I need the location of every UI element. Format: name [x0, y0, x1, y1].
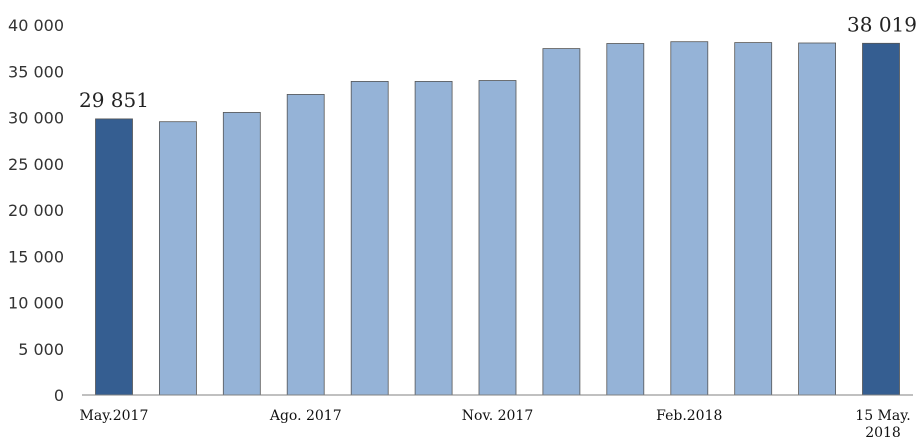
y-tick-label: 15 000 [8, 247, 64, 266]
x-tick-label: 15 May. [855, 408, 910, 424]
y-tick-label: 20 000 [8, 201, 64, 220]
data-label: 29 851 [79, 88, 149, 112]
bar [222, 112, 261, 396]
x-tick-label: Ago. 2017 [269, 408, 342, 424]
data-label: 38 019 [847, 12, 917, 36]
x-tick-label: 2018 [865, 425, 901, 439]
y-tick-label: 5 000 [18, 340, 64, 359]
bar [350, 81, 389, 396]
y-tick-label: 30 000 [8, 109, 64, 128]
bar [606, 43, 645, 396]
y-tick-label: 0 [54, 386, 64, 405]
bar [734, 42, 773, 396]
bar-highlighted [95, 118, 133, 396]
x-tick-label: Nov. 2017 [462, 408, 533, 424]
data-labels: 29 851 38 019 [79, 12, 917, 112]
bar [798, 42, 836, 396]
bar [286, 94, 325, 396]
bar-highlighted [862, 42, 900, 396]
bar [478, 80, 517, 396]
y-tick-label: 35 000 [8, 62, 64, 81]
y-tick-label: 25 000 [8, 155, 64, 174]
y-tick-label: 40 000 [8, 16, 64, 35]
bars [95, 41, 900, 396]
bar [670, 41, 709, 396]
bar [542, 48, 581, 396]
y-axis-tick-labels: 0 5 000 10 000 15 000 20 000 25 000 30 000 35 0… [8, 16, 64, 405]
bar [158, 121, 197, 396]
bar [414, 81, 453, 396]
x-axis-tick-labels: May.2017 Ago. 2017 Nov. 2017 Feb.2018 15 May… [80, 408, 911, 439]
x-tick-label: May.2017 [80, 408, 149, 424]
x-tick-label: Feb.2018 [656, 408, 722, 424]
y-tick-label: 10 000 [8, 294, 64, 313]
